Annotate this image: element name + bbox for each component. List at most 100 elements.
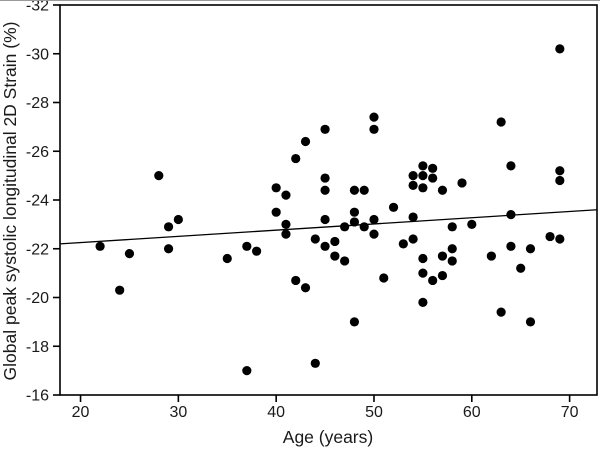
data-point bbox=[349, 217, 360, 227]
data-point bbox=[359, 222, 369, 232]
data-point bbox=[525, 317, 536, 327]
data-point bbox=[124, 249, 135, 259]
data-point bbox=[349, 207, 360, 217]
data-point bbox=[369, 214, 379, 225]
x-tick-label: 30 bbox=[169, 404, 187, 421]
data-point bbox=[281, 229, 291, 239]
y-tick-label: -18 bbox=[26, 339, 49, 356]
data-point bbox=[408, 171, 418, 181]
data-point bbox=[486, 251, 496, 261]
x-axis-title: Age (years) bbox=[283, 427, 373, 447]
data-point bbox=[95, 241, 105, 251]
data-point bbox=[467, 219, 477, 229]
x-tick-label: 60 bbox=[463, 404, 481, 421]
data-point bbox=[506, 161, 516, 171]
data-point bbox=[163, 244, 174, 254]
data-point bbox=[154, 171, 164, 181]
data-point bbox=[340, 222, 350, 232]
data-point bbox=[310, 358, 320, 368]
data-point bbox=[349, 317, 360, 327]
data-point bbox=[320, 185, 330, 195]
data-point bbox=[300, 136, 311, 147]
y-axis-title: Global peak systolic longitudinal 2D Str… bbox=[0, 22, 20, 381]
data-point bbox=[291, 153, 301, 164]
x-tick-label: 20 bbox=[72, 404, 90, 421]
data-point bbox=[418, 297, 428, 307]
data-point bbox=[418, 171, 428, 181]
data-point bbox=[291, 275, 301, 286]
data-point bbox=[437, 185, 448, 195]
data-point bbox=[408, 212, 418, 222]
data-point bbox=[506, 241, 516, 251]
data-point bbox=[310, 234, 320, 244]
data-point bbox=[447, 222, 457, 232]
data-point bbox=[349, 185, 360, 195]
data-point bbox=[281, 219, 291, 229]
data-point bbox=[428, 173, 438, 183]
data-point bbox=[320, 173, 330, 183]
data-point bbox=[330, 236, 340, 247]
data-point bbox=[242, 241, 252, 251]
data-point bbox=[555, 234, 565, 244]
data-point bbox=[242, 366, 252, 376]
y-tick-label: -22 bbox=[26, 241, 49, 258]
data-point bbox=[271, 207, 281, 217]
data-point bbox=[252, 246, 262, 256]
data-point bbox=[115, 285, 125, 295]
plot-area: 20 30 40 50 60 70 -32 -30 -28 -26 -24 -22 -20 -18 -16 bbox=[26, 1, 598, 421]
y-tick-label: -28 bbox=[26, 95, 49, 112]
plot-border bbox=[59, 4, 598, 396]
data-point bbox=[418, 253, 428, 264]
data-point bbox=[398, 239, 408, 249]
data-point bbox=[340, 256, 350, 266]
data-point bbox=[437, 270, 448, 281]
data-point bbox=[369, 124, 379, 134]
data-point bbox=[320, 214, 330, 225]
data-point bbox=[506, 210, 516, 220]
data-point bbox=[222, 253, 232, 264]
y-tick-label: -20 bbox=[26, 290, 49, 307]
data-point bbox=[271, 183, 281, 193]
data-point bbox=[428, 275, 438, 286]
data-point bbox=[330, 251, 340, 261]
data-point bbox=[437, 251, 448, 261]
data-point bbox=[428, 163, 438, 173]
data-point bbox=[369, 229, 379, 239]
data-point bbox=[300, 283, 311, 293]
y-tick-label: -32 bbox=[26, 1, 49, 15]
regression-line bbox=[59, 209, 598, 245]
data-point bbox=[369, 112, 379, 122]
data-point bbox=[320, 124, 330, 134]
y-tick-label: -30 bbox=[26, 46, 49, 63]
data-point bbox=[516, 263, 526, 273]
data-point bbox=[379, 273, 389, 283]
data-point bbox=[359, 185, 369, 195]
data-point bbox=[496, 307, 506, 317]
data-point bbox=[418, 161, 428, 171]
y-tick-label: -24 bbox=[26, 193, 49, 210]
data-point bbox=[496, 117, 506, 127]
data-point bbox=[418, 268, 428, 278]
data-point bbox=[320, 241, 330, 251]
data-point bbox=[555, 166, 565, 176]
x-tick-label: 40 bbox=[267, 404, 285, 421]
data-point bbox=[163, 222, 174, 232]
data-point bbox=[408, 234, 418, 244]
x-tick-label: 50 bbox=[365, 404, 383, 421]
data-point bbox=[281, 190, 291, 200]
y-tick-label: -26 bbox=[26, 144, 49, 161]
data-point bbox=[545, 231, 555, 242]
data-point bbox=[447, 256, 457, 266]
data-point bbox=[388, 202, 399, 212]
data-point bbox=[418, 183, 428, 193]
y-tick-label: -16 bbox=[26, 388, 49, 405]
data-point bbox=[457, 178, 467, 188]
data-point bbox=[525, 244, 536, 254]
data-point bbox=[555, 44, 565, 54]
data-point bbox=[408, 180, 418, 190]
data-point bbox=[447, 244, 457, 254]
x-tick-label: 70 bbox=[561, 404, 579, 421]
data-point bbox=[555, 175, 565, 186]
